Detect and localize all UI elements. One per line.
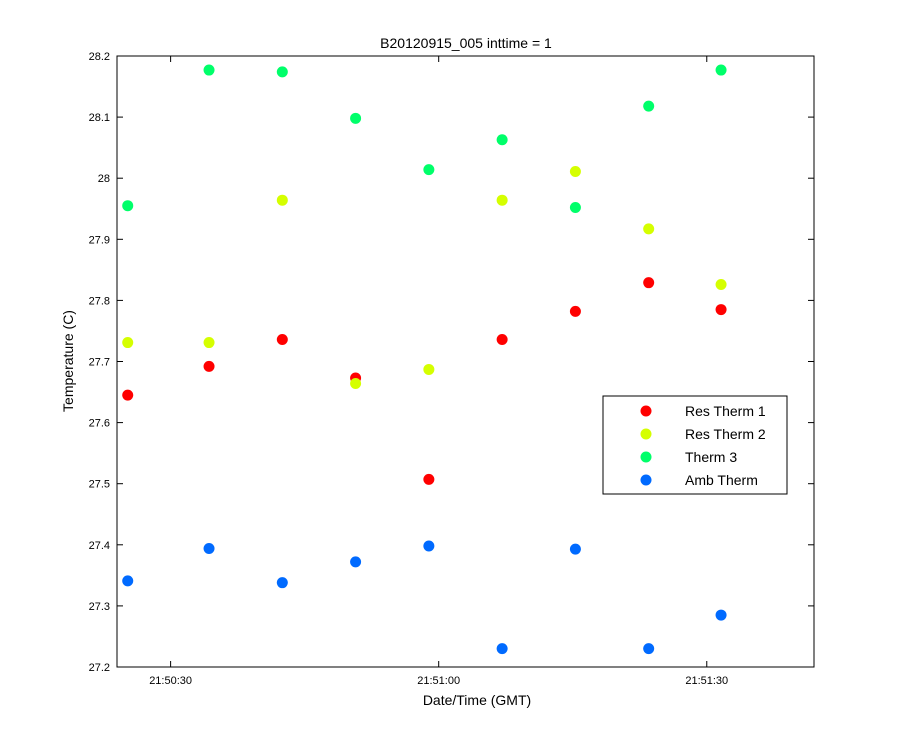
point-amb-therm xyxy=(643,643,655,655)
point-amb-therm xyxy=(569,543,581,555)
legend-box xyxy=(602,395,788,495)
point-therm-3 xyxy=(276,66,288,78)
point-amb-therm xyxy=(496,643,508,655)
y-tick-label: 27.3 xyxy=(89,601,110,613)
legend-marker-res-therm-1 xyxy=(640,405,652,417)
point-amb-therm xyxy=(423,540,435,552)
y-tick-label: 28.1 xyxy=(89,112,110,124)
point-amb-therm xyxy=(276,577,288,589)
point-amb-therm xyxy=(350,556,362,568)
legend-marker-res-therm-2 xyxy=(640,428,652,440)
legend: Res Therm 1 Res Therm 2 Therm 3 Amb Therm xyxy=(602,395,788,495)
point-therm-3 xyxy=(643,100,655,112)
x-axis-title: Date/Time (GMT) xyxy=(423,692,531,708)
y-tick-label: 27.6 xyxy=(89,418,110,430)
y-tick-label: 27.7 xyxy=(89,357,110,369)
point-res-therm-1 xyxy=(715,304,727,316)
point-amb-therm xyxy=(203,542,215,554)
legend-label-res-therm-2: Res Therm 2 xyxy=(685,426,766,442)
point-res-therm-2 xyxy=(122,337,134,349)
point-res-therm-2 xyxy=(643,223,655,235)
point-amb-therm xyxy=(122,575,134,587)
point-therm-3 xyxy=(423,164,435,176)
legend-label-therm-3: Therm 3 xyxy=(685,449,737,465)
point-res-therm-2 xyxy=(350,377,362,389)
legend-label-amb-therm: Amb Therm xyxy=(685,472,758,488)
point-therm-3 xyxy=(715,64,727,76)
chart-title: B20120915_005 inttime = 1 xyxy=(380,35,552,51)
x-tick-label: 21:51:00 xyxy=(417,675,460,687)
y-axis: 27.2 27.3 27.4 27.5 27.6 27.7 27.8 27.9 28 28.1 28… xyxy=(89,51,814,674)
point-res-therm-2 xyxy=(203,337,215,349)
plot-area xyxy=(122,64,727,655)
legend-marker-therm-3 xyxy=(640,451,652,463)
y-axis-title: Temperature (C) xyxy=(60,310,76,412)
y-tick-label: 28 xyxy=(98,173,110,185)
point-res-therm-2 xyxy=(715,279,727,291)
y-tick-label: 27.9 xyxy=(89,234,110,246)
y-tick-label: 27.5 xyxy=(89,479,110,491)
point-res-therm-1 xyxy=(276,334,288,346)
point-res-therm-1 xyxy=(496,334,508,346)
y-tick-label: 27.4 xyxy=(89,540,110,552)
point-therm-3 xyxy=(203,64,215,76)
point-res-therm-2 xyxy=(423,363,435,375)
x-axis: 21:50:30 21:51:00 21:51:30 xyxy=(149,56,728,687)
point-res-therm-2 xyxy=(276,194,288,206)
point-res-therm-1 xyxy=(423,473,435,485)
point-res-therm-2 xyxy=(496,194,508,206)
x-tick-label: 21:50:30 xyxy=(149,675,192,687)
y-tick-label: 27.8 xyxy=(89,295,110,307)
point-res-therm-1 xyxy=(203,360,215,372)
point-therm-3 xyxy=(122,200,134,212)
y-tick-label: 27.2 xyxy=(89,662,110,674)
point-res-therm-1 xyxy=(122,389,134,401)
point-amb-therm xyxy=(715,609,727,621)
point-res-therm-1 xyxy=(643,277,655,289)
legend-label-res-therm-1: Res Therm 1 xyxy=(685,403,766,419)
point-res-therm-2 xyxy=(569,165,581,177)
y-tick-label: 28.2 xyxy=(89,51,110,63)
point-therm-3 xyxy=(569,202,581,214)
point-therm-3 xyxy=(350,112,362,124)
point-therm-3 xyxy=(496,134,508,146)
x-tick-label: 21:51:30 xyxy=(685,675,728,687)
legend-marker-amb-therm xyxy=(640,474,652,486)
point-res-therm-1 xyxy=(569,305,581,317)
